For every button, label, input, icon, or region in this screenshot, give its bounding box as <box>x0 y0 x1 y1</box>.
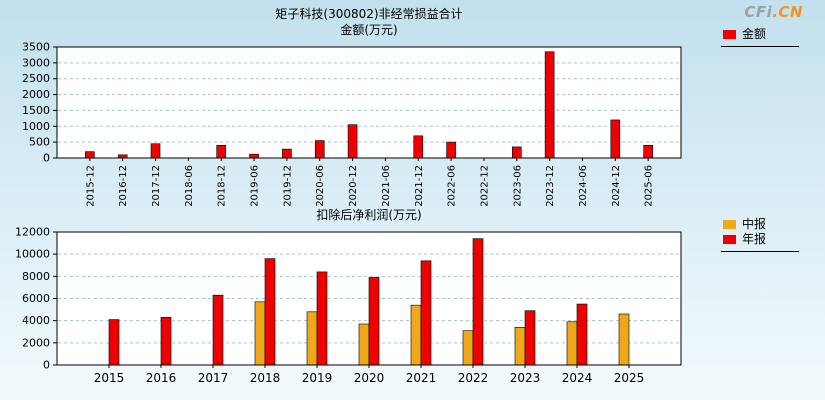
x-tick-label: 2025 <box>614 371 645 385</box>
y-tick-label: 2500 <box>22 72 50 85</box>
bar <box>216 145 227 159</box>
x-tick-label: 2019 <box>302 371 333 385</box>
y-tick-label: 0 <box>43 152 50 165</box>
chart2-legend: 中报 年报 <box>721 217 799 252</box>
bar <box>544 51 555 159</box>
y-tick-label: 1000 <box>22 120 50 133</box>
bar <box>108 319 120 366</box>
plot-area <box>56 46 682 159</box>
y-tick-label: 1500 <box>22 104 50 117</box>
x-tick-label: 2020-12 <box>348 165 359 207</box>
y-tick-label: 10000 <box>15 248 50 261</box>
bar <box>410 304 422 366</box>
x-tick-label: 2017 <box>198 371 229 385</box>
bar <box>610 119 621 159</box>
x-tick-label: 2019-06 <box>250 165 261 207</box>
y-tick-label: 2000 <box>22 88 50 101</box>
x-tick-label: 2024-06 <box>578 165 589 207</box>
legend-label-amount: 金额 <box>742 27 767 41</box>
bar <box>314 140 325 159</box>
x-tick-label: 2025-06 <box>644 165 655 207</box>
legend-label-interim: 中报 <box>742 217 767 231</box>
x-tick-label: 2017-12 <box>151 165 162 207</box>
bar <box>150 143 161 159</box>
x-tick-label: 2016-12 <box>118 165 129 207</box>
bar <box>618 313 630 366</box>
x-tick-label: 2024-12 <box>611 165 622 207</box>
bar <box>306 311 318 366</box>
x-tick-label: 2021-12 <box>414 165 425 207</box>
legend-item-annual: 年报 <box>723 232 797 247</box>
legend-label-annual: 年报 <box>742 232 767 246</box>
bar <box>462 330 474 366</box>
bar <box>524 310 536 366</box>
x-tick-label: 2022-12 <box>479 165 490 207</box>
bar <box>420 260 432 366</box>
bar <box>368 277 380 366</box>
x-tick-label: 2016 <box>146 371 177 385</box>
y-tick-label: 12000 <box>15 226 50 239</box>
y-tick-label: 8000 <box>22 270 50 283</box>
plot-border <box>56 46 682 159</box>
x-tick-label: 2015 <box>94 371 125 385</box>
y-tick-label: 3500 <box>22 41 50 54</box>
bar <box>566 321 578 366</box>
annual-swatch <box>723 235 736 244</box>
legend-item-interim: 中报 <box>723 217 797 232</box>
x-tick-label: 2018-12 <box>217 165 228 207</box>
bar <box>249 153 259 159</box>
bar <box>316 271 328 366</box>
x-tick-label: 2019-12 <box>282 165 293 207</box>
bar <box>264 258 276 366</box>
bar <box>212 294 224 366</box>
bar <box>472 238 484 366</box>
bar <box>358 323 370 366</box>
x-tick-label: 2023-12 <box>545 165 556 207</box>
bar <box>85 151 95 159</box>
legend-item-amount: 金额 <box>723 27 797 42</box>
bar <box>160 317 172 366</box>
x-tick-label: 2021-06 <box>381 165 392 207</box>
bar <box>347 124 358 159</box>
chart1-subtitle: 金额(万元) <box>340 23 398 37</box>
amount-swatch <box>723 30 736 39</box>
y-tick-label: 6000 <box>22 292 50 305</box>
y-tick-label: 4000 <box>22 314 50 327</box>
chart2-title: 扣除后净利润(万元) <box>316 208 422 222</box>
x-tick-label: 2018-06 <box>184 165 195 207</box>
x-tick-label: 2023-06 <box>512 165 523 207</box>
chart1-title: 矩子科技(300802)非经常损益合计 <box>275 7 463 21</box>
x-tick-label: 2015-12 <box>85 165 96 207</box>
y-tick-label: 500 <box>29 136 50 149</box>
y-tick-label: 0 <box>43 359 50 372</box>
x-tick-label: 2022 <box>458 371 489 385</box>
y-tick-label: 2000 <box>22 336 50 349</box>
x-tick-label: 2023 <box>510 371 541 385</box>
bar <box>254 301 266 366</box>
bar <box>413 135 424 159</box>
interim-swatch <box>723 220 736 229</box>
bar <box>643 145 653 159</box>
x-tick-label: 2022-06 <box>447 165 458 207</box>
site-logo[interactable]: CFi.CN <box>744 3 803 21</box>
x-tick-label: 2024 <box>562 371 593 385</box>
logo-text-cn: .CN <box>772 3 803 21</box>
bar <box>514 327 526 366</box>
bar <box>446 141 456 159</box>
logo-text-cfi: CFi <box>744 3 773 21</box>
y-tick-label: 3000 <box>22 56 50 69</box>
plot-border <box>56 231 682 366</box>
chart1-legend: 金额 <box>721 27 799 47</box>
x-tick-label: 2021 <box>406 371 437 385</box>
bar <box>282 148 292 159</box>
bar <box>511 146 522 159</box>
x-tick-label: 2020-06 <box>315 165 326 207</box>
x-tick-label: 2018 <box>250 371 281 385</box>
bar <box>576 303 588 366</box>
x-tick-label: 2020 <box>354 371 385 385</box>
